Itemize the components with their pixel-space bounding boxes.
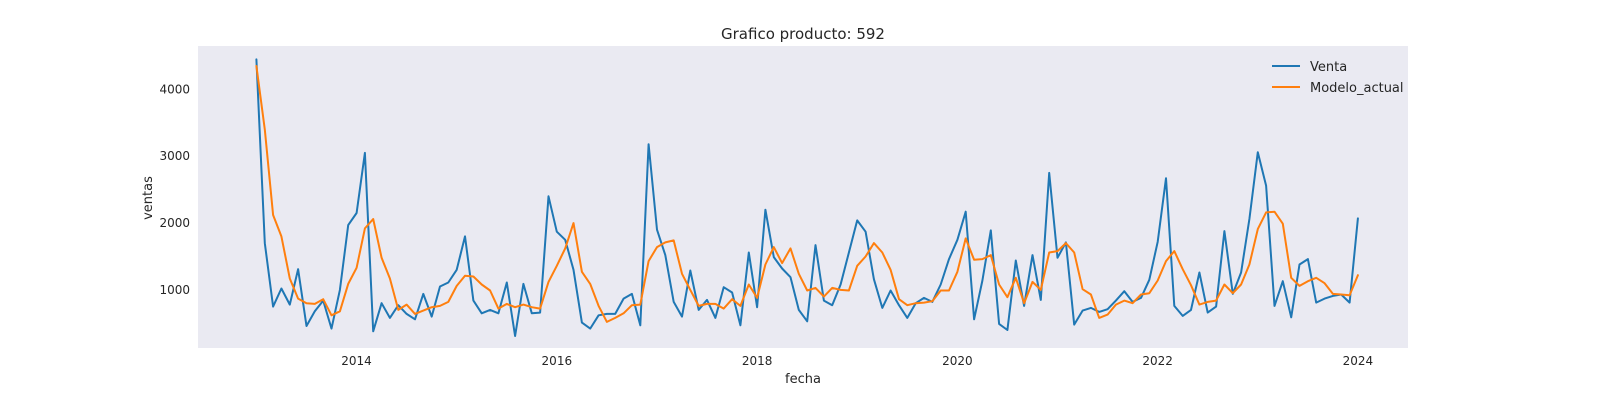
series-group	[255, 58, 1359, 337]
y-axis: 1000 2000 3000 4000	[159, 82, 190, 296]
y-tick-label: 3000	[159, 149, 190, 163]
x-tick-label: 2018	[742, 354, 773, 368]
series-line-2	[255, 65, 1359, 323]
legend-label: Venta	[1310, 60, 1347, 75]
x-tick-label: 2024	[1343, 354, 1374, 368]
y-axis-title: ventas	[141, 176, 156, 220]
legend-label: Modelo_actual	[1310, 81, 1404, 96]
plot-area	[198, 46, 1408, 348]
x-tick-label: 2014	[341, 354, 372, 368]
series-line-1	[255, 58, 1359, 337]
x-tick-label: 2020	[942, 354, 973, 368]
x-axis: 2014 2016 2018 2020 2022 2024	[341, 354, 1373, 368]
y-tick-label: 1000	[159, 283, 190, 297]
y-tick-label: 4000	[159, 82, 190, 96]
x-axis-title: fecha	[785, 372, 821, 387]
chart-title: Grafico producto: 592	[721, 25, 885, 43]
x-tick-label: 2022	[1142, 354, 1173, 368]
y-tick-label: 2000	[159, 216, 190, 230]
legend: Venta Modelo_actual	[1272, 60, 1404, 96]
x-tick-label: 2016	[542, 354, 573, 368]
